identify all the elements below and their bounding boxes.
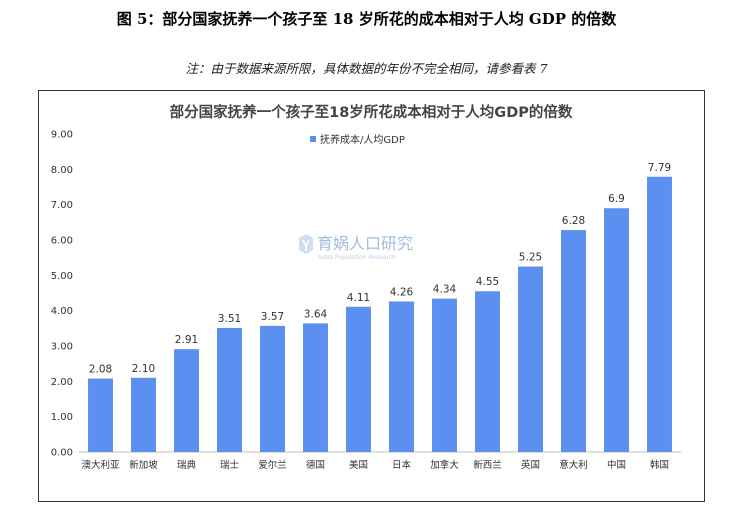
bar [303, 323, 328, 452]
bar [389, 301, 414, 452]
bar [131, 377, 156, 452]
legend-swatch [310, 136, 316, 142]
y-tick-label: 8.00 [51, 165, 73, 176]
legend-label: 抚养成本/人均GDP [320, 133, 405, 146]
bar [604, 208, 629, 452]
bar [88, 378, 113, 452]
x-tick-label: 新西兰 [473, 459, 502, 471]
x-tick-label: 英国 [521, 459, 540, 471]
x-tick-label: 澳大利亚 [81, 459, 120, 471]
bar-chart: 部分国家抚养一个孩子至18岁所花成本相对于人均GDP的倍数 抚养成本/人均GDP… [51, 103, 681, 471]
figure-title: 图 5：部分国家抚养一个孩子至 18 岁所花的成本相对于人均 GDP 的倍数 [116, 10, 617, 28]
yuwa-logo-icon [299, 234, 313, 254]
y-tick-label: 4.00 [51, 306, 73, 317]
data-label: 5.25 [519, 252, 542, 264]
figure-note: 注：由于数据来源所限，具体数据的年份不完全相同，请参看表 7 [185, 61, 548, 76]
data-label: 6.28 [562, 215, 585, 227]
bar [647, 176, 672, 452]
data-label: 2.10 [132, 363, 155, 375]
bar [518, 266, 543, 452]
data-label: 7.79 [648, 162, 671, 174]
x-tick-label: 中国 [607, 459, 626, 471]
y-tick-label: 5.00 [51, 271, 73, 282]
y-tick-label: 2.00 [51, 377, 73, 388]
x-tick-label: 意大利 [559, 459, 588, 471]
y-tick-label: 1.00 [51, 412, 73, 423]
bar [475, 291, 500, 452]
data-label: 6.9 [608, 193, 625, 205]
x-tick-label: 瑞典 [177, 459, 197, 471]
x-tick-label: 日本 [392, 459, 412, 471]
x-tick-label: 美国 [349, 459, 368, 471]
chart-frame: 部分国家抚养一个孩子至18岁所花成本相对于人均GDP的倍数 抚养成本/人均GDP… [38, 90, 705, 502]
y-tick-label: 7.00 [51, 200, 73, 211]
x-tick-label: 韩国 [650, 459, 669, 471]
x-tick-label: 加拿大 [430, 459, 459, 471]
data-label: 3.57 [261, 311, 284, 323]
data-label: 4.11 [347, 292, 370, 304]
x-tick-label: 瑞士 [220, 459, 240, 471]
y-tick-label: 6.00 [51, 236, 73, 247]
bars-layer: 2.08 澳大利亚 2.10 新加坡 2.91 瑞典 3.51 瑞士 3.57 爱尔兰 3.64 德国… [81, 162, 672, 471]
legend: 抚养成本/人均GDP [310, 133, 405, 146]
y-tick-label: 9.00 [51, 130, 73, 141]
data-label: 4.34 [433, 284, 457, 296]
bar [432, 298, 457, 452]
bar [346, 306, 371, 452]
x-tick-label: 新加坡 [129, 459, 158, 471]
watermark-text: 育娲人口研究 [317, 234, 413, 253]
y-tick-label: 0.00 [51, 448, 73, 459]
data-label: 4.55 [476, 276, 499, 288]
bar [260, 325, 285, 452]
bar [561, 230, 586, 452]
data-label: 3.64 [304, 308, 328, 320]
data-label: 2.08 [89, 364, 112, 376]
x-tick-label: 爱尔兰 [258, 459, 287, 471]
data-label: 3.51 [218, 313, 241, 325]
x-tick-label: 德国 [306, 459, 325, 471]
watermark-subtext: YuWa Population Research [316, 254, 396, 261]
bar [174, 349, 199, 452]
data-label: 2.91 [175, 334, 198, 346]
data-label: 4.26 [390, 286, 414, 298]
chart-title: 部分国家抚养一个孩子至18岁所花成本相对于人均GDP的倍数 [170, 103, 573, 121]
y-tick-label: 3.00 [51, 342, 73, 353]
watermark: 育娲人口研究 YuWa Population Research [299, 234, 413, 261]
bar [217, 327, 242, 452]
